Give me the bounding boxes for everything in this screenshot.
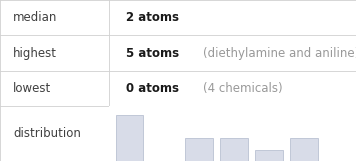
Text: 2 atoms: 2 atoms bbox=[126, 11, 179, 24]
Bar bbox=[185, 138, 213, 161]
Text: (diethylamine and aniline): (diethylamine and aniline) bbox=[203, 47, 356, 60]
Text: distribution: distribution bbox=[13, 127, 81, 140]
Bar bbox=[255, 150, 283, 161]
Text: highest: highest bbox=[13, 47, 57, 60]
Text: (4 chemicals): (4 chemicals) bbox=[203, 82, 282, 95]
Text: 5 atoms: 5 atoms bbox=[126, 47, 179, 60]
Text: lowest: lowest bbox=[13, 82, 51, 95]
Text: median: median bbox=[13, 11, 57, 24]
Bar bbox=[290, 138, 318, 161]
Bar bbox=[220, 138, 248, 161]
Bar bbox=[116, 115, 143, 161]
Text: 0 atoms: 0 atoms bbox=[126, 82, 179, 95]
